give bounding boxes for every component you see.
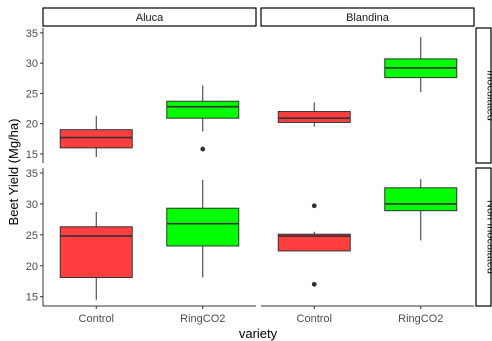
strip-label-aluca: Aluca (136, 12, 164, 24)
y-tick-label: 30 (26, 58, 38, 70)
box-blandina-non-inoculated-control (277, 233, 351, 252)
y-tick-label: 25 (26, 230, 38, 242)
y-tick-label: 30 (26, 199, 38, 211)
strip-blandina (260, 7, 475, 27)
strip-label-inoculated: Inoculated (485, 70, 492, 121)
y-tick-label: 15 (26, 292, 38, 304)
box-aluca-inoculated-control (59, 129, 133, 149)
strip-inoculated (475, 27, 492, 164)
x-tick-label: RingCO2 (398, 313, 443, 325)
outlier-point-blandina-non-inoculated-control (311, 281, 317, 287)
x-tick-label: Control (79, 313, 114, 325)
y-tick-label: 20 (26, 261, 38, 273)
box-aluca-non-inoculated-ringco2 (166, 207, 240, 247)
y-tick-label: 15 (26, 149, 38, 161)
y-axis-title: Beet Yield (Mg/ha) (6, 119, 21, 226)
box-blandina-non-inoculated-ringco2 (384, 187, 458, 212)
box-aluca-inoculated-ringco2 (166, 100, 240, 119)
strip-label-non-inoculated: Non Inoculated (485, 200, 492, 274)
strip-non-inoculated (475, 167, 492, 307)
y-tick-label: 35 (26, 168, 38, 180)
outlier-point-blandina-non-inoculated-control (311, 203, 317, 209)
strip-label-blandina: Blandina (346, 12, 390, 24)
box-aluca-non-inoculated-control (59, 226, 133, 279)
strip-aluca (42, 7, 257, 27)
x-axis-title: variety (239, 326, 278, 341)
y-tick-label: 35 (26, 28, 38, 40)
outlier-point-aluca-inoculated-ringco2 (200, 146, 206, 152)
x-tick-label: Control (297, 313, 332, 325)
x-tick-label: RingCO2 (180, 313, 225, 325)
y-tick-label: 25 (26, 88, 38, 100)
y-tick-label: 20 (26, 119, 38, 131)
box-blandina-inoculated-control (277, 111, 351, 123)
